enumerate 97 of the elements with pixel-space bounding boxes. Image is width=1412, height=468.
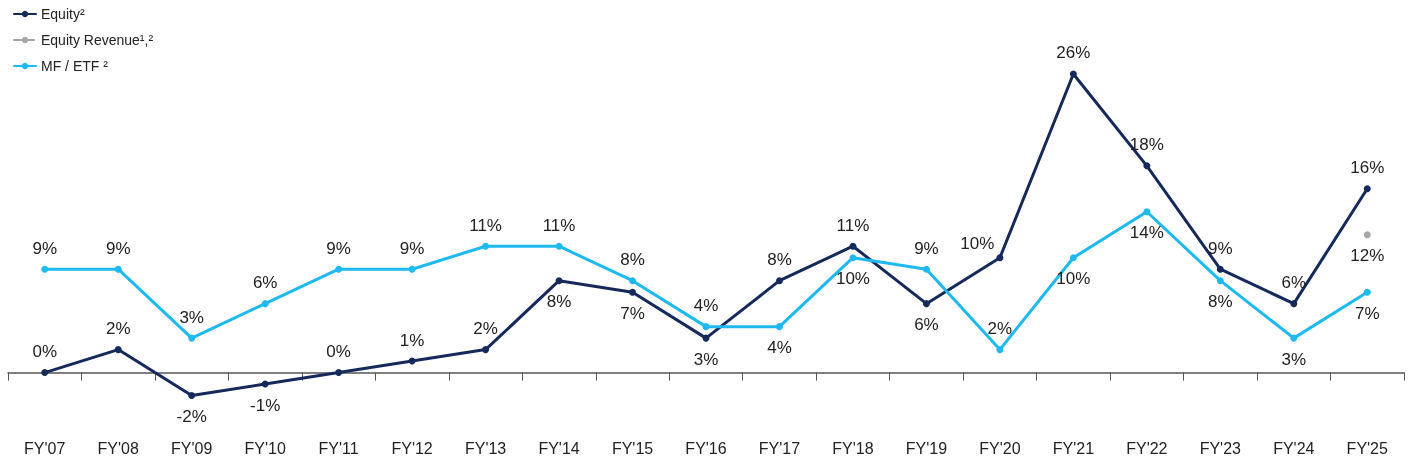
point <box>1143 208 1151 216</box>
data-label: 9% <box>32 238 58 258</box>
x-tick-label: FY'17 <box>758 439 801 457</box>
x-tick-label: FY'23 <box>1199 439 1242 457</box>
data-label: 1% <box>399 330 425 350</box>
point <box>261 380 269 388</box>
data-label: 7% <box>620 303 645 323</box>
point <box>922 300 930 308</box>
legend-label: MF / ETF ² <box>41 58 109 74</box>
data-label: 8% <box>767 250 792 270</box>
x-tick-label: FY'10 <box>244 439 286 457</box>
data-label: 11% <box>469 215 502 235</box>
x-tick-label: FY'18 <box>832 439 874 457</box>
data-label: 12% <box>1350 246 1385 266</box>
data-label: 11% <box>836 215 870 235</box>
x-tick-label: FY'25 <box>1346 439 1389 457</box>
x-tick-label: FY'20 <box>979 439 1021 457</box>
point <box>555 242 563 250</box>
data-label: 10% <box>960 234 995 254</box>
x-tick-label: FY'12 <box>391 439 433 457</box>
point <box>702 323 710 331</box>
x-tick-label: FY'15 <box>611 439 654 457</box>
point <box>996 346 1004 354</box>
x-tick-label: FY'21 <box>1052 439 1095 457</box>
point <box>849 242 857 250</box>
point <box>775 277 783 285</box>
data-label: 10% <box>1056 269 1091 289</box>
point <box>41 369 49 377</box>
legend-label: Equity Revenue¹,² <box>41 32 154 48</box>
point <box>482 242 490 250</box>
data-label: 4% <box>767 338 792 358</box>
x-tick-label: FY'07 <box>24 439 66 457</box>
point <box>775 323 783 331</box>
data-label: 18% <box>1129 135 1164 155</box>
x-tick-label: FY'08 <box>97 439 139 457</box>
x-tick-label: FY'13 <box>464 439 507 457</box>
point <box>629 277 637 285</box>
data-label: 9% <box>105 238 131 258</box>
data-label: 9% <box>326 238 351 258</box>
point <box>408 265 416 273</box>
data-label: -1% <box>250 395 281 415</box>
point <box>41 265 49 273</box>
point <box>1363 185 1371 193</box>
legend-label: Equity² <box>41 6 85 22</box>
data-label: 2% <box>987 319 1013 339</box>
data-label: 6% <box>252 273 278 293</box>
data-label: 0% <box>32 342 58 362</box>
point <box>1363 288 1371 296</box>
data-label: 4% <box>693 296 719 316</box>
data-label: 14% <box>1129 223 1164 243</box>
point <box>114 346 122 354</box>
data-label: 3% <box>693 349 719 369</box>
data-label: 9% <box>399 238 425 258</box>
point <box>1069 70 1077 78</box>
data-label: 2% <box>105 319 131 339</box>
x-tick-label: FY'19 <box>905 439 948 457</box>
data-label: 7% <box>1354 303 1380 323</box>
data-label: 16% <box>1350 158 1385 178</box>
point <box>922 265 930 273</box>
data-label: 8% <box>546 292 572 312</box>
x-tick-label: FY'09 <box>171 439 213 457</box>
x-tick-label: FY'11 <box>318 439 359 457</box>
data-label: 8% <box>620 250 645 270</box>
x-tick-label: FY'22 <box>1126 439 1168 457</box>
data-label: 11% <box>542 215 576 235</box>
data-label: 6% <box>914 315 939 335</box>
point <box>261 300 269 308</box>
x-tick-label: FY'24 <box>1273 439 1315 457</box>
point <box>555 277 563 285</box>
data-label: 6% <box>1281 273 1307 293</box>
data-label: 2% <box>473 319 498 339</box>
point <box>482 346 490 354</box>
point <box>1143 162 1151 170</box>
data-label: 9% <box>914 238 939 258</box>
point <box>188 334 196 342</box>
point <box>849 254 857 262</box>
point <box>629 288 637 296</box>
point <box>1216 277 1224 285</box>
point <box>996 254 1004 262</box>
point <box>114 265 122 273</box>
data-label: 3% <box>179 307 204 327</box>
x-tick-label: FY'16 <box>685 439 727 457</box>
data-label: 8% <box>1208 292 1233 312</box>
point <box>335 265 343 273</box>
data-label: 10% <box>835 269 870 289</box>
point <box>1290 334 1298 342</box>
point <box>188 392 196 400</box>
data-label: 9% <box>1208 238 1233 258</box>
data-label: 0% <box>326 342 351 362</box>
x-tick-label: FY'14 <box>538 439 580 457</box>
data-label: -2% <box>176 407 207 427</box>
point <box>335 369 343 377</box>
point <box>1290 300 1298 308</box>
data-label: 3% <box>1281 349 1307 369</box>
data-label: 26% <box>1056 43 1091 63</box>
point <box>1069 254 1077 262</box>
point <box>1216 265 1224 273</box>
